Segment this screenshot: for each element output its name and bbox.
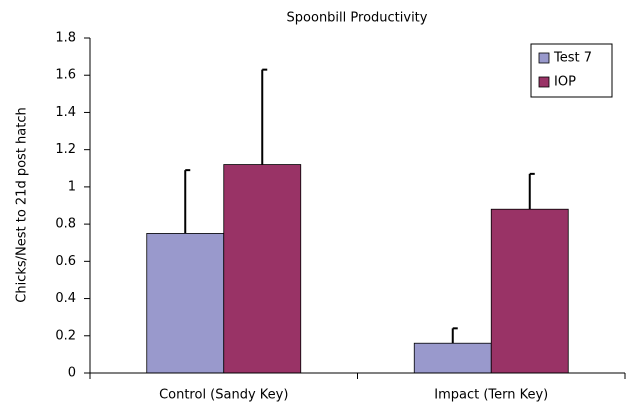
y-tick-label: 1.8	[55, 31, 76, 46]
y-tick-label: 0	[68, 366, 76, 381]
y-axis-label: Chicks/Nest to 21d post hatch	[15, 107, 30, 303]
chart-title: Spoonbill Productivity	[287, 11, 428, 26]
legend-swatch	[538, 52, 550, 64]
y-tick-label: 1	[68, 179, 76, 194]
y-tick-label: 0.8	[55, 217, 76, 232]
y-tick-label: 1.2	[55, 142, 76, 157]
x-tick-label: Impact (Tern Key)	[434, 388, 548, 403]
y-tick-label: 0.2	[55, 328, 76, 343]
bar	[146, 233, 225, 374]
legend-label: IOP	[554, 75, 576, 90]
y-tick-label: 0.4	[55, 291, 76, 306]
y-tick-label: 0.6	[55, 254, 76, 269]
bar	[490, 208, 569, 374]
x-tick-label: Control (Sandy Key)	[159, 388, 288, 403]
bar	[223, 164, 302, 374]
y-tick-label: 1.4	[55, 105, 76, 120]
legend-swatch	[538, 76, 550, 88]
legend-label: Test 7	[553, 51, 592, 66]
y-tick-label: 1.6	[55, 68, 76, 83]
bar	[413, 342, 492, 374]
